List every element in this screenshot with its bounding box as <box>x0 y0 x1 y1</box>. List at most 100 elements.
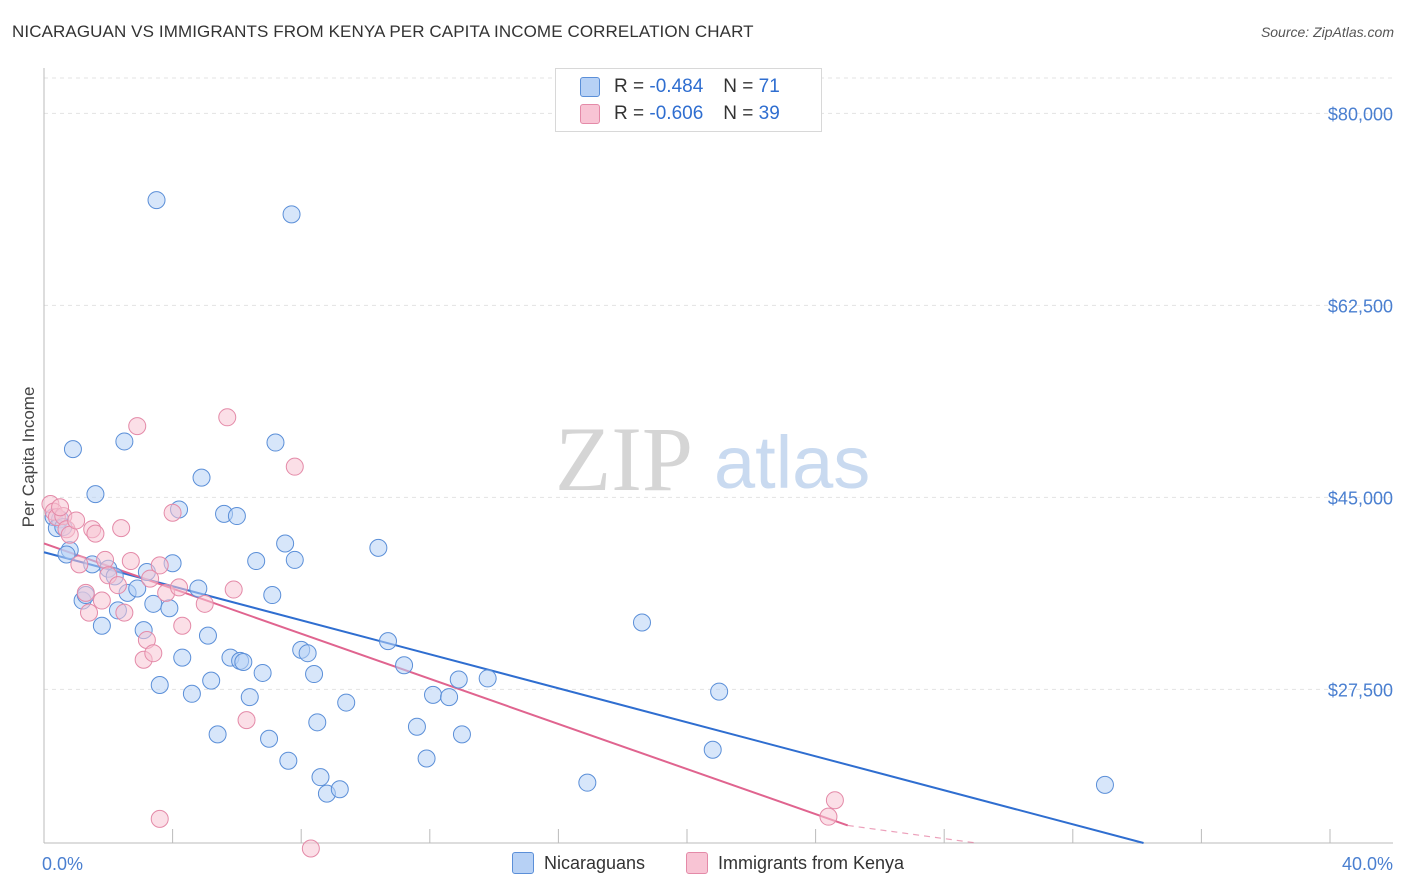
point-nicaraguan <box>150 676 169 695</box>
legend-swatch-blue <box>580 77 600 97</box>
y-tick-label: $62,500 <box>1328 296 1393 316</box>
point-nicaraguan <box>330 780 349 799</box>
point-nicaraguan <box>282 205 301 224</box>
point-nicaraguan <box>63 440 82 459</box>
point-kenya <box>115 603 134 622</box>
point-kenya <box>92 591 111 610</box>
point-nicaraguan <box>703 740 722 759</box>
data-points <box>41 191 1114 858</box>
point-kenya <box>112 519 131 538</box>
point-nicaraguan <box>407 717 426 736</box>
y-axis-label: Per Capita Income <box>19 387 38 528</box>
point-nicaraguan <box>86 485 105 504</box>
legend-r-value: -0.606 <box>649 103 704 124</box>
point-kenya <box>819 807 838 826</box>
point-kenya <box>121 552 140 571</box>
x-tick-label: 0.0% <box>42 854 83 874</box>
legend-item-kenya: Immigrants from Kenya <box>686 852 904 874</box>
legend-label-nicaraguans: Nicaraguans <box>544 852 646 873</box>
watermark: ZIP atlas <box>555 408 870 510</box>
series-legend: Nicaraguans Immigrants from Kenya <box>0 852 1406 878</box>
point-nicaraguan <box>369 538 388 557</box>
legend-label-kenya: Immigrants from Kenya <box>718 852 905 873</box>
point-kenya <box>170 578 189 597</box>
point-kenya <box>67 511 86 530</box>
point-nicaraguan <box>279 751 298 770</box>
point-kenya <box>80 603 99 622</box>
legend-row-kenya: R = -0.606 N = 39 <box>580 102 780 126</box>
y-tick-label: $27,500 <box>1328 680 1393 700</box>
y-tick-label: $80,000 <box>1328 104 1393 124</box>
trend-line-kenya-extension <box>847 824 977 844</box>
legend-r-label: R = <box>614 103 645 124</box>
point-nicaraguan <box>57 545 76 564</box>
legend-item-nicaraguans: Nicaraguans <box>512 852 645 874</box>
point-nicaraguan <box>160 599 179 618</box>
chart-title: NICARAGUAN VS IMMIGRANTS FROM KENYA PER … <box>12 22 754 41</box>
point-nicaraguan <box>92 616 111 635</box>
y-tick-label: $45,000 <box>1328 488 1393 508</box>
point-kenya <box>141 569 160 588</box>
point-nicaraguan <box>417 749 436 768</box>
point-nicaraguan <box>208 725 227 744</box>
point-nicaraguan <box>234 652 253 671</box>
point-nicaraguan <box>298 644 317 663</box>
trend-line-nicaraguans <box>43 551 1144 844</box>
point-kenya <box>224 580 243 599</box>
point-nicaraguan <box>227 507 246 526</box>
point-nicaraguan <box>198 626 217 645</box>
point-nicaraguan <box>260 729 279 748</box>
point-kenya <box>150 556 169 575</box>
point-nicaraguan <box>710 682 729 701</box>
legend-n-label: N = <box>723 76 754 97</box>
axes <box>43 68 1393 844</box>
legend-r-value: -0.484 <box>649 76 704 97</box>
legend-n-value: 71 <box>758 76 780 97</box>
point-nicaraguan <box>452 725 471 744</box>
watermark-zip: ZIP <box>555 408 693 510</box>
point-nicaraguan <box>308 713 327 732</box>
point-nicaraguan <box>632 613 651 632</box>
point-nicaraguan <box>305 665 324 684</box>
point-nicaraguan <box>1095 775 1114 794</box>
point-kenya <box>144 644 163 663</box>
point-kenya <box>128 417 147 436</box>
point-nicaraguan <box>147 191 166 210</box>
point-nicaraguan <box>240 688 259 707</box>
legend-row-nicaraguans: R = -0.484 N = 71 <box>580 75 780 99</box>
point-kenya <box>150 809 169 828</box>
point-nicaraguan <box>247 552 266 571</box>
point-kenya <box>825 791 844 810</box>
point-nicaraguan <box>311 768 330 787</box>
stats-legend: R = -0.484 N = 71 R = -0.606 N = 39 <box>555 68 822 132</box>
legend-swatch-pink <box>686 852 708 874</box>
x-tick-label: 40.0% <box>1342 854 1393 874</box>
point-nicaraguan <box>440 688 459 707</box>
point-kenya <box>285 457 304 476</box>
point-nicaraguan <box>449 670 468 689</box>
point-nicaraguan <box>263 586 282 605</box>
legend-n-value: 39 <box>758 103 780 124</box>
legend-swatch-blue <box>512 852 534 874</box>
tick-labels: $27,500 $45,000 $62,500 $80,000 0.0% 40.0% <box>42 104 1393 874</box>
point-nicaraguan <box>578 773 597 792</box>
watermark-atlas: atlas <box>714 421 870 504</box>
point-nicaraguan <box>379 632 398 651</box>
point-nicaraguan <box>276 534 295 553</box>
point-kenya <box>173 616 192 635</box>
point-kenya <box>51 498 70 517</box>
point-nicaraguan <box>173 648 192 667</box>
point-nicaraguan <box>115 432 134 451</box>
point-nicaraguan <box>182 684 201 703</box>
point-nicaraguan <box>189 579 208 598</box>
point-nicaraguan <box>285 550 304 569</box>
point-nicaraguan <box>395 656 414 675</box>
point-nicaraguan <box>253 663 272 682</box>
source-label: Source: ZipAtlas.com <box>1260 24 1394 40</box>
point-kenya <box>96 550 115 569</box>
point-kenya <box>195 594 214 613</box>
legend-r-label: R = <box>614 76 645 97</box>
point-nicaraguan <box>424 685 443 704</box>
point-kenya <box>108 576 127 595</box>
